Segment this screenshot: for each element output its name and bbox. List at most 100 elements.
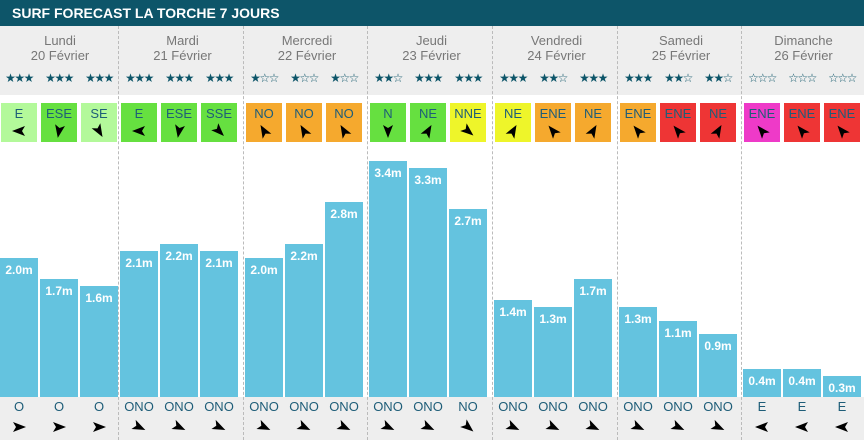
day-divider [741, 26, 742, 440]
swell-direction: ONO [574, 399, 612, 435]
wind-arrow-icon [300, 124, 312, 139]
wind-direction: NE [708, 106, 728, 121]
wind-box: ENE [620, 103, 656, 142]
swell-arrow-icon [585, 419, 600, 430]
wind-box: ENE [784, 103, 820, 142]
swell-label: ONO [578, 399, 608, 414]
wind-direction: E [14, 106, 24, 121]
day-column: Samedi 25 Février ★★★ ENE 1.3m ONO ★★☆ ENE 1.1m O… [619, 26, 743, 440]
day-divider [367, 26, 368, 440]
day-header: Mardi 21 Février [120, 26, 245, 95]
swell-direction: ONO [699, 399, 737, 435]
day-divider [492, 26, 493, 440]
swell-label: E [757, 399, 767, 414]
swell-direction: ONO [120, 399, 158, 435]
swell-label: ONO [249, 399, 279, 414]
swell-label: ONO [329, 399, 359, 414]
wind-box: NO [246, 103, 282, 142]
swell-direction: ONO [494, 399, 532, 435]
wind-box: NE [575, 103, 611, 142]
wind-direction: ENE [664, 106, 692, 121]
wave-height-bar: 1.1m [659, 321, 697, 397]
day-header: Vendredi 24 Février [494, 26, 619, 95]
swell-arrow-icon [53, 422, 66, 432]
swell-direction: ONO [200, 399, 238, 435]
wind-direction: NO [254, 106, 274, 121]
wave-height-bar: 1.3m [619, 307, 657, 397]
day-column: Lundi 20 Février ★★★ E 2.0m O ★★★ ESE 1.7m O ★★★ SE… [0, 26, 120, 440]
swell-direction: ONO [534, 399, 572, 435]
wind-direction: N [383, 106, 393, 121]
day-divider [118, 26, 119, 440]
star-rating: ★★☆ [374, 71, 403, 85]
star-rating: ★★★ [5, 71, 34, 85]
wind-arrow-icon [260, 124, 272, 139]
swell-arrow-icon [13, 422, 26, 432]
star-rating: ★★★ [45, 71, 74, 85]
swell-label: ONO [164, 399, 194, 414]
wind-box: NE [495, 103, 531, 142]
swell-arrow-icon [835, 422, 848, 432]
wave-height-bar: 1.6m [80, 286, 118, 397]
day-column: Dimanche 26 Février ☆☆☆ ENE 0.4m E ☆☆☆ ENE 0.4m E… [743, 26, 864, 440]
wave-height-bar: 2.8m [325, 202, 363, 397]
day-name: Vendredi [530, 33, 583, 48]
wind-arrow-icon [673, 125, 686, 139]
wind-direction: NO [334, 106, 354, 121]
swell-arrow-icon [505, 419, 520, 430]
swell-label: E [797, 399, 807, 414]
wind-box: SE [81, 103, 117, 142]
swell-label: ONO [623, 399, 653, 414]
star-rating: ★★★ [454, 71, 483, 85]
day-name: Samedi [658, 33, 704, 48]
wind-arrow-icon [340, 124, 352, 139]
wind-direction: ENE [539, 106, 567, 121]
day-name: Mercredi [281, 33, 333, 48]
swell-arrow-icon [380, 419, 395, 430]
swell-label: O [93, 399, 105, 414]
swell-footer [369, 397, 494, 440]
wind-arrow-icon [710, 124, 722, 139]
swell-footer [494, 397, 619, 440]
swell-label: ONO [289, 399, 319, 414]
wind-box: NE [410, 103, 446, 142]
swell-direction: ONO [409, 399, 447, 435]
day-column: Mardi 21 Février ★★★ E 2.1m ONO ★★★ ESE 2.2m ONO ★… [120, 26, 245, 440]
day-column: Jeudi 23 Février ★★☆ N 3.4m ONO ★★★ NE 3.3m ONO ★★… [369, 26, 494, 440]
swell-direction: E [823, 399, 861, 435]
swell-direction: O [40, 399, 78, 435]
swell-label: NO [458, 399, 478, 414]
star-rating: ★☆☆ [250, 71, 279, 85]
day-date: 21 Février [153, 48, 212, 63]
swell-label: ONO [538, 399, 568, 414]
swell-footer [0, 397, 120, 440]
swell-label: ONO [204, 399, 234, 414]
swell-label: ONO [373, 399, 403, 414]
wind-box: E [121, 103, 157, 142]
swell-direction: O [0, 399, 38, 435]
wind-arrow-icon [757, 125, 770, 139]
wave-height-bar: 2.0m [0, 258, 38, 397]
swell-label: ONO [413, 399, 443, 414]
day-header: Dimanche 26 Février [743, 26, 864, 95]
swell-footer [743, 397, 864, 440]
star-rating: ★★☆ [704, 71, 733, 85]
swell-arrow-icon [256, 419, 271, 430]
wind-box: ENE [744, 103, 780, 142]
wind-arrow-icon [175, 124, 185, 138]
swell-label: ONO [498, 399, 528, 414]
wind-box: ENE [535, 103, 571, 142]
wind-box: NE [700, 103, 736, 142]
swell-label: ONO [663, 399, 693, 414]
day-date: 26 Février [774, 48, 833, 63]
wind-direction: ENE [828, 106, 856, 121]
wind-box: ESE [41, 103, 77, 142]
wind-direction: ESE [45, 106, 72, 121]
swell-label: ONO [124, 399, 154, 414]
wave-height-bar: 0.4m [743, 369, 781, 397]
day-name: Mardi [166, 33, 199, 48]
swell-direction: E [783, 399, 821, 435]
swell-arrow-icon [755, 422, 768, 432]
swell-direction: ONO [659, 399, 697, 435]
wind-arrow-icon [797, 125, 810, 139]
